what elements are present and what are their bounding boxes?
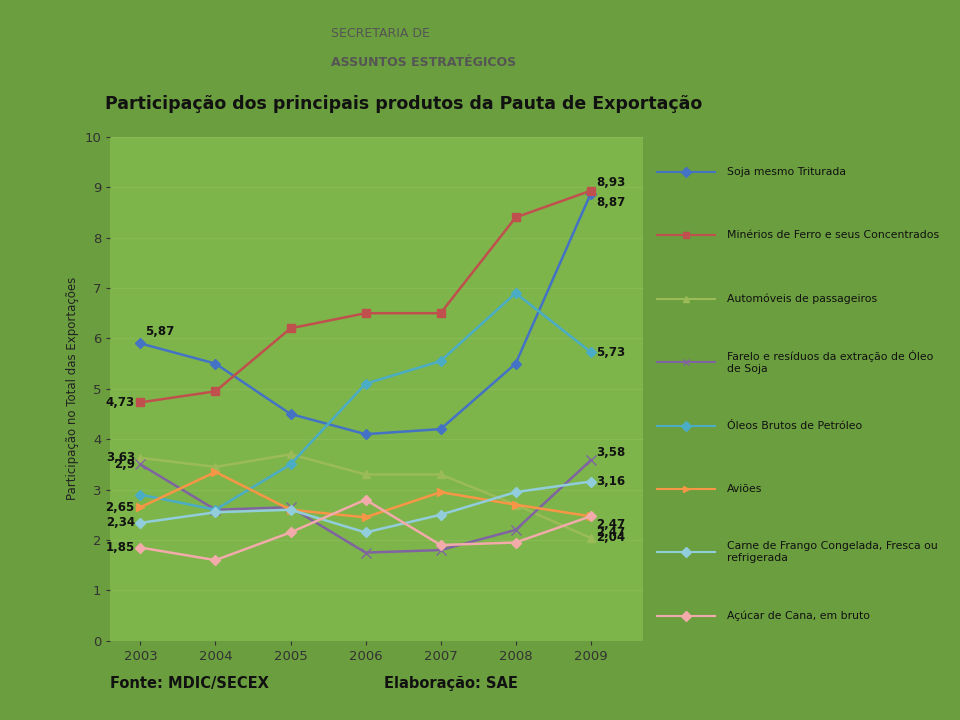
Farelo e resíduos da extração de Óleo de Soja [360,549,372,557]
Soja mesmo Triturada [285,410,297,418]
Óleos Brutos de Petróleo [435,357,446,366]
Óleos Brutos de Petróleo [134,490,146,499]
Line: Carne de Frango Congelada, Fresca ou refrigerada: Carne de Frango Congelada, Fresca ou ref… [137,478,594,536]
Minérios de Ferro e seus Concentrados [209,387,221,396]
Text: 3,16: 3,16 [596,475,625,488]
Line: Soja mesmo Triturada: Soja mesmo Triturada [137,190,594,438]
Farelo e resíduos da extração de Óleo de Soja [134,460,146,469]
Text: Automóveis de passageiros: Automóveis de passageiros [727,294,876,304]
Text: 2,47: 2,47 [596,518,625,531]
Aviões [209,468,221,477]
Text: Açúcar de Cana, em bruto: Açúcar de Cana, em bruto [727,611,870,621]
Text: 2,47: 2,47 [596,526,625,539]
Soja mesmo Triturada [585,189,596,198]
Aviões [435,488,446,497]
Açúcar de Cana, em bruto [285,528,297,537]
Automóveis de passageiros [435,470,446,479]
Automóveis de passageiros [209,463,221,472]
Farelo e resíduos da extração de Óleo de Soja [435,546,446,554]
Line: Automóveis de passageiros: Automóveis de passageiros [136,450,595,542]
Text: Elaboração: SAE: Elaboração: SAE [384,675,517,690]
Aviões [285,505,297,514]
Text: 2,65: 2,65 [106,500,134,514]
Soja mesmo Triturada [134,339,146,348]
Minérios de Ferro e seus Concentrados [360,309,372,318]
Carne de Frango Congelada, Fresca ou refrigerada [510,488,521,497]
Aviões [360,513,372,521]
Minérios de Ferro e seus Concentrados [435,309,446,318]
Automóveis de passageiros [360,470,372,479]
Text: 2,9: 2,9 [114,458,134,471]
Text: 2,04: 2,04 [596,531,625,544]
Text: Aviões: Aviões [727,484,762,494]
Text: Participação dos principais produtos da Pauta de Exportação: Participação dos principais produtos da … [105,95,702,113]
Text: 1,85: 1,85 [106,541,134,554]
Açúcar de Cana, em bruto [435,541,446,549]
Text: 3,58: 3,58 [596,446,626,459]
Text: 4,73: 4,73 [106,396,134,409]
Farelo e resíduos da extração de Óleo de Soja [510,526,521,534]
Açúcar de Cana, em bruto [510,539,521,547]
Minérios de Ferro e seus Concentrados [585,186,596,195]
Carne de Frango Congelada, Fresca ou refrigerada [285,505,297,514]
Farelo e resíduos da extração de Óleo de Soja [585,456,596,464]
Carne de Frango Congelada, Fresca ou refrigerada [435,510,446,519]
Text: 8,93: 8,93 [596,176,626,189]
Carne de Frango Congelada, Fresca ou refrigerada [209,508,221,517]
Soja mesmo Triturada [510,359,521,368]
Text: Óleos Brutos de Petróleo: Óleos Brutos de Petróleo [727,420,862,431]
Text: 2,34: 2,34 [106,516,134,529]
Text: ASSUNTOS ESTRATÉGICOS: ASSUNTOS ESTRATÉGICOS [331,55,516,68]
Aviões [134,503,146,511]
Soja mesmo Triturada [209,359,221,368]
Line: Farelo e resíduos da extração de Óleo de Soja: Farelo e resíduos da extração de Óleo de… [135,456,595,557]
Line: Minérios de Ferro e seus Concentrados: Minérios de Ferro e seus Concentrados [136,186,595,407]
Automóveis de passageiros [510,500,521,509]
Text: 8,87: 8,87 [596,196,626,209]
Y-axis label: Participação no Total das Exportações: Participação no Total das Exportações [66,277,79,500]
Text: Farelo e resíduos da extração de Óleo
de Soja: Farelo e resíduos da extração de Óleo de… [727,351,933,374]
Carne de Frango Congelada, Fresca ou refrigerada [360,528,372,537]
Text: Soja mesmo Triturada: Soja mesmo Triturada [727,167,846,177]
Text: Fonte: MDIC/SECEX: Fonte: MDIC/SECEX [110,675,269,690]
Açúcar de Cana, em bruto [585,512,596,521]
Farelo e resíduos da extração de Óleo de Soja [285,503,297,511]
Minérios de Ferro e seus Concentrados [510,213,521,222]
Text: SECRETARIA DE: SECRETARIA DE [331,27,430,40]
Minérios de Ferro e seus Concentrados [285,324,297,333]
Aviões [510,500,521,509]
Text: 5,87: 5,87 [145,325,174,338]
Automóveis de passageiros [585,534,596,542]
Automóveis de passageiros [285,450,297,459]
Line: Aviões: Aviões [136,468,595,521]
Aviões [585,512,596,521]
Açúcar de Cana, em bruto [209,556,221,564]
Carne de Frango Congelada, Fresca ou refrigerada [134,518,146,527]
Açúcar de Cana, em bruto [360,495,372,504]
Açúcar de Cana, em bruto [134,543,146,552]
Óleos Brutos de Petróleo [209,505,221,514]
Text: Carne de Frango Congelada, Fresca ou
refrigerada: Carne de Frango Congelada, Fresca ou ref… [727,541,937,563]
Soja mesmo Triturada [360,430,372,438]
Óleos Brutos de Petróleo [360,379,372,388]
Automóveis de passageiros [134,454,146,462]
Text: 5,73: 5,73 [596,346,625,359]
Soja mesmo Triturada [435,425,446,433]
Óleos Brutos de Petróleo [510,289,521,297]
Line: Açúcar de Cana, em bruto: Açúcar de Cana, em bruto [137,496,594,564]
Text: Minérios de Ferro e seus Concentrados: Minérios de Ferro e seus Concentrados [727,230,939,240]
Óleos Brutos de Petróleo [585,348,596,356]
Text: 3,63: 3,63 [106,451,134,464]
Carne de Frango Congelada, Fresca ou refrigerada [585,477,596,486]
Minérios de Ferro e seus Concentrados [134,398,146,407]
Farelo e resíduos da extração de Óleo de Soja [209,505,221,514]
Line: Óleos Brutos de Petróleo: Óleos Brutos de Petróleo [137,289,594,513]
Óleos Brutos de Petróleo [285,460,297,469]
